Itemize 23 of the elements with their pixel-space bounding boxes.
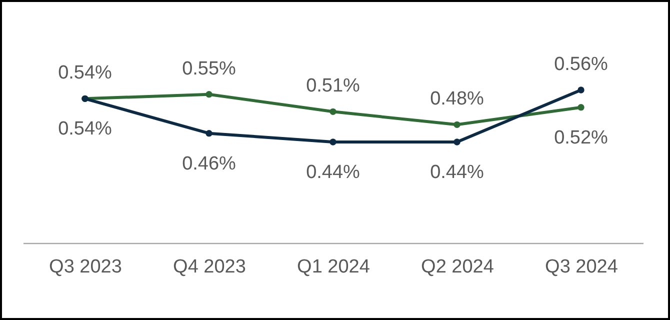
point	[454, 121, 460, 128]
x-tick-label: Q3 2023	[49, 256, 122, 278]
point	[330, 138, 336, 146]
data-label: 0.51%	[306, 76, 360, 97]
data-label: 0.44%	[430, 162, 484, 183]
data-label: 0.56%	[554, 54, 608, 75]
x-tick-label: Q4 2023	[173, 256, 246, 278]
data-label: 0.46%	[182, 153, 236, 174]
data-label: 0.54%	[58, 62, 112, 84]
point	[454, 138, 460, 146]
data-label: 0.48%	[430, 88, 484, 110]
x-tick-label: Q3 2024	[545, 256, 618, 278]
x-tick-label: Q1 2024	[297, 256, 370, 278]
x-tick-label: Q2 2024	[421, 256, 494, 278]
data-label: 0.52%	[554, 127, 608, 148]
point	[578, 86, 584, 94]
data-label: 0.54%	[58, 118, 112, 140]
point	[206, 130, 212, 137]
data-label: 0.55%	[182, 58, 236, 80]
point	[330, 108, 336, 116]
data-label: 0.44%	[306, 162, 360, 183]
point	[206, 90, 212, 98]
point	[578, 104, 584, 111]
